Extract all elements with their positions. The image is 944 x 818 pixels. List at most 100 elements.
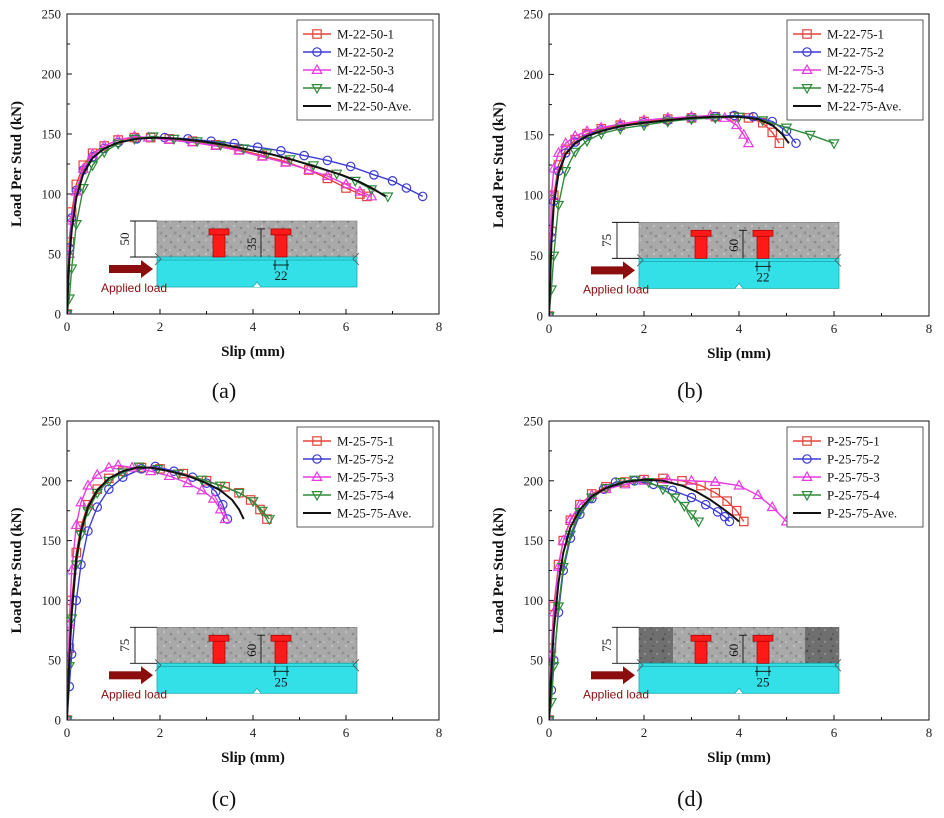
- data-point: [387, 176, 398, 186]
- legend-marker: [311, 470, 323, 481]
- series-P-25-75-Ave.: [549, 478, 740, 720]
- load-arrow-head: [141, 260, 153, 278]
- break-mark: [352, 659, 360, 672]
- panel-caption: (a): [212, 378, 236, 403]
- y-tick-label: 200: [524, 67, 544, 82]
- x-axis-label: Slip (mm): [707, 750, 771, 766]
- y-axis-label: Load Per Stud (kN): [491, 102, 507, 228]
- legend: M-22-50-1 M-22-50-2 M-22-50-3 M-22-50-4 M-22…: [296, 19, 434, 121]
- data-point: [82, 479, 94, 490]
- concrete-height-dimension: 75: [117, 639, 132, 652]
- legend-entry: M-25-75-3: [337, 470, 394, 485]
- legend-entry: M-25-75-2: [337, 452, 394, 467]
- data-point: [75, 496, 87, 507]
- legend-entry: M-22-50-Ave.: [337, 99, 412, 114]
- chart-panel-c: 0 2 4 6 8 0 50 100 150 200 250 Slip (mm) Load Per St…: [9, 414, 442, 812]
- legend-marker: [802, 47, 812, 57]
- legend-entry: P-25-75-Ave.: [827, 506, 897, 521]
- data-point: [552, 146, 565, 157]
- x-tick-label: 6: [343, 725, 350, 740]
- data-point: [67, 649, 77, 660]
- caption-letter: b: [685, 378, 696, 403]
- data-point: [70, 220, 83, 231]
- y-tick-label: 250: [42, 414, 62, 429]
- data-point: [669, 493, 681, 504]
- data-point: [354, 185, 366, 196]
- concrete-height-dimension: 50: [117, 233, 132, 246]
- data-point: [643, 477, 655, 489]
- concrete-slab: [156, 220, 358, 258]
- data-point: [791, 138, 801, 149]
- stud-head: [752, 634, 774, 642]
- y-tick-label: 50: [530, 248, 543, 263]
- data-point: [369, 170, 379, 180]
- applied-load-label: Applied load: [583, 282, 649, 296]
- x-tick-label: 4: [250, 319, 257, 334]
- specimen-inset: 75 60 25 Applied load: [583, 626, 842, 701]
- y-tick-label: 50: [48, 653, 61, 668]
- data-point: [256, 506, 269, 517]
- data-point: [549, 311, 554, 316]
- data-point: [559, 137, 572, 148]
- legend-marker: [311, 83, 323, 95]
- load-arrow-head: [141, 666, 153, 685]
- data-point: [67, 294, 76, 305]
- stud-shank: [694, 235, 708, 259]
- break-mark: [252, 687, 262, 694]
- series-line: [67, 136, 387, 314]
- break-mark: [252, 281, 262, 288]
- x-tick-label: 6: [831, 725, 838, 740]
- x-axis-label: Slip (mm): [707, 346, 771, 362]
- data-point: [77, 184, 89, 195]
- data-point: [569, 147, 581, 158]
- data-point: [67, 715, 72, 720]
- specimen-inset: 75 60 22 Applied load: [583, 221, 842, 296]
- legend-entry: M-25-75-1: [337, 434, 394, 449]
- y-tick-label: 200: [524, 473, 544, 488]
- stud-shank: [694, 640, 708, 664]
- data-point: [70, 518, 83, 530]
- y-tick-label: 150: [42, 533, 62, 548]
- data-point: [214, 140, 227, 152]
- legend-marker: [802, 454, 812, 464]
- series-line: [67, 466, 245, 720]
- applied-load-label: Applied load: [101, 281, 167, 295]
- data-point: [700, 499, 711, 510]
- legend-entry: P-25-75-1: [827, 434, 880, 449]
- x-tick-label: 2: [157, 319, 164, 334]
- data-point: [67, 307, 71, 314]
- legend-marker: [801, 63, 813, 75]
- applied-load-label: Applied load: [583, 687, 649, 701]
- caption-paren: ): [696, 378, 703, 403]
- data-point: [86, 161, 99, 172]
- data-point: [67, 564, 78, 575]
- series-M-22-75-Ave.: [549, 115, 790, 316]
- data-point: [557, 534, 569, 545]
- legend-entry: M-22-75-3: [827, 63, 884, 78]
- data-point: [767, 127, 778, 138]
- stud-shank: [212, 640, 226, 664]
- y-tick-label: 250: [524, 414, 544, 429]
- legend-marker: [802, 436, 812, 446]
- chart-panel-a: 0 2 4 6 8 0 50 100 150 200 250 Slip (mm) Load Per St…: [9, 7, 442, 404]
- legend-entry: M-22-50-1: [337, 27, 394, 42]
- legend-entry: M-22-50-3: [337, 63, 394, 78]
- stud-height-dimension: 60: [726, 644, 741, 657]
- legend-entry: M-22-75-4: [827, 81, 885, 96]
- series-M-25-75-Ave.: [67, 466, 245, 720]
- x-tick-label: 2: [641, 321, 648, 336]
- x-axis-label: Slip (mm): [221, 750, 285, 766]
- x-tick-label: 2: [641, 725, 648, 740]
- x-axis-label: Slip (mm): [221, 344, 285, 360]
- x-tick-label: 4: [736, 725, 743, 740]
- data-point: [662, 117, 674, 128]
- series-line: [549, 115, 835, 316]
- y-tick-label: 200: [42, 67, 62, 82]
- stud-diameter-dimension: 22: [757, 269, 770, 284]
- data-point: [804, 130, 816, 142]
- break-mark: [734, 687, 744, 694]
- x-tick-label: 4: [736, 321, 743, 336]
- data-point: [549, 162, 560, 173]
- data-point: [67, 713, 71, 720]
